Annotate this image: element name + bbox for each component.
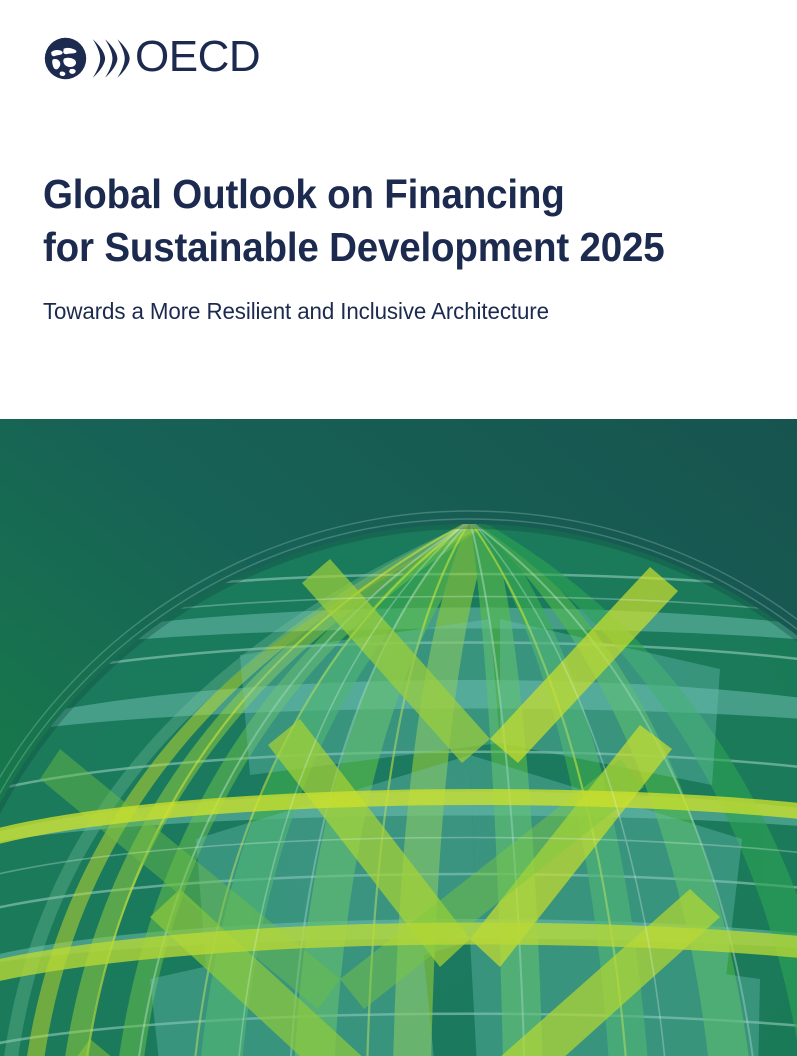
cover-title-block: Global Outlook on Financing for Sustaina… [43,168,743,326]
page-subtitle: Towards a More Resilient and Inclusive A… [43,297,549,324]
cover-artwork [0,419,797,1056]
oecd-wordmark: OECD [135,32,261,81]
oecd-waves-icon [92,38,130,78]
cover-masthead: OECD Global Outlook on Financing for Sus… [0,0,797,419]
oecd-logo: OECD [43,32,261,84]
globe-icon [44,37,87,79]
wireframe-globe-illustration [0,419,797,1056]
page-title: Global Outlook on Financing for Sustaina… [43,171,665,271]
